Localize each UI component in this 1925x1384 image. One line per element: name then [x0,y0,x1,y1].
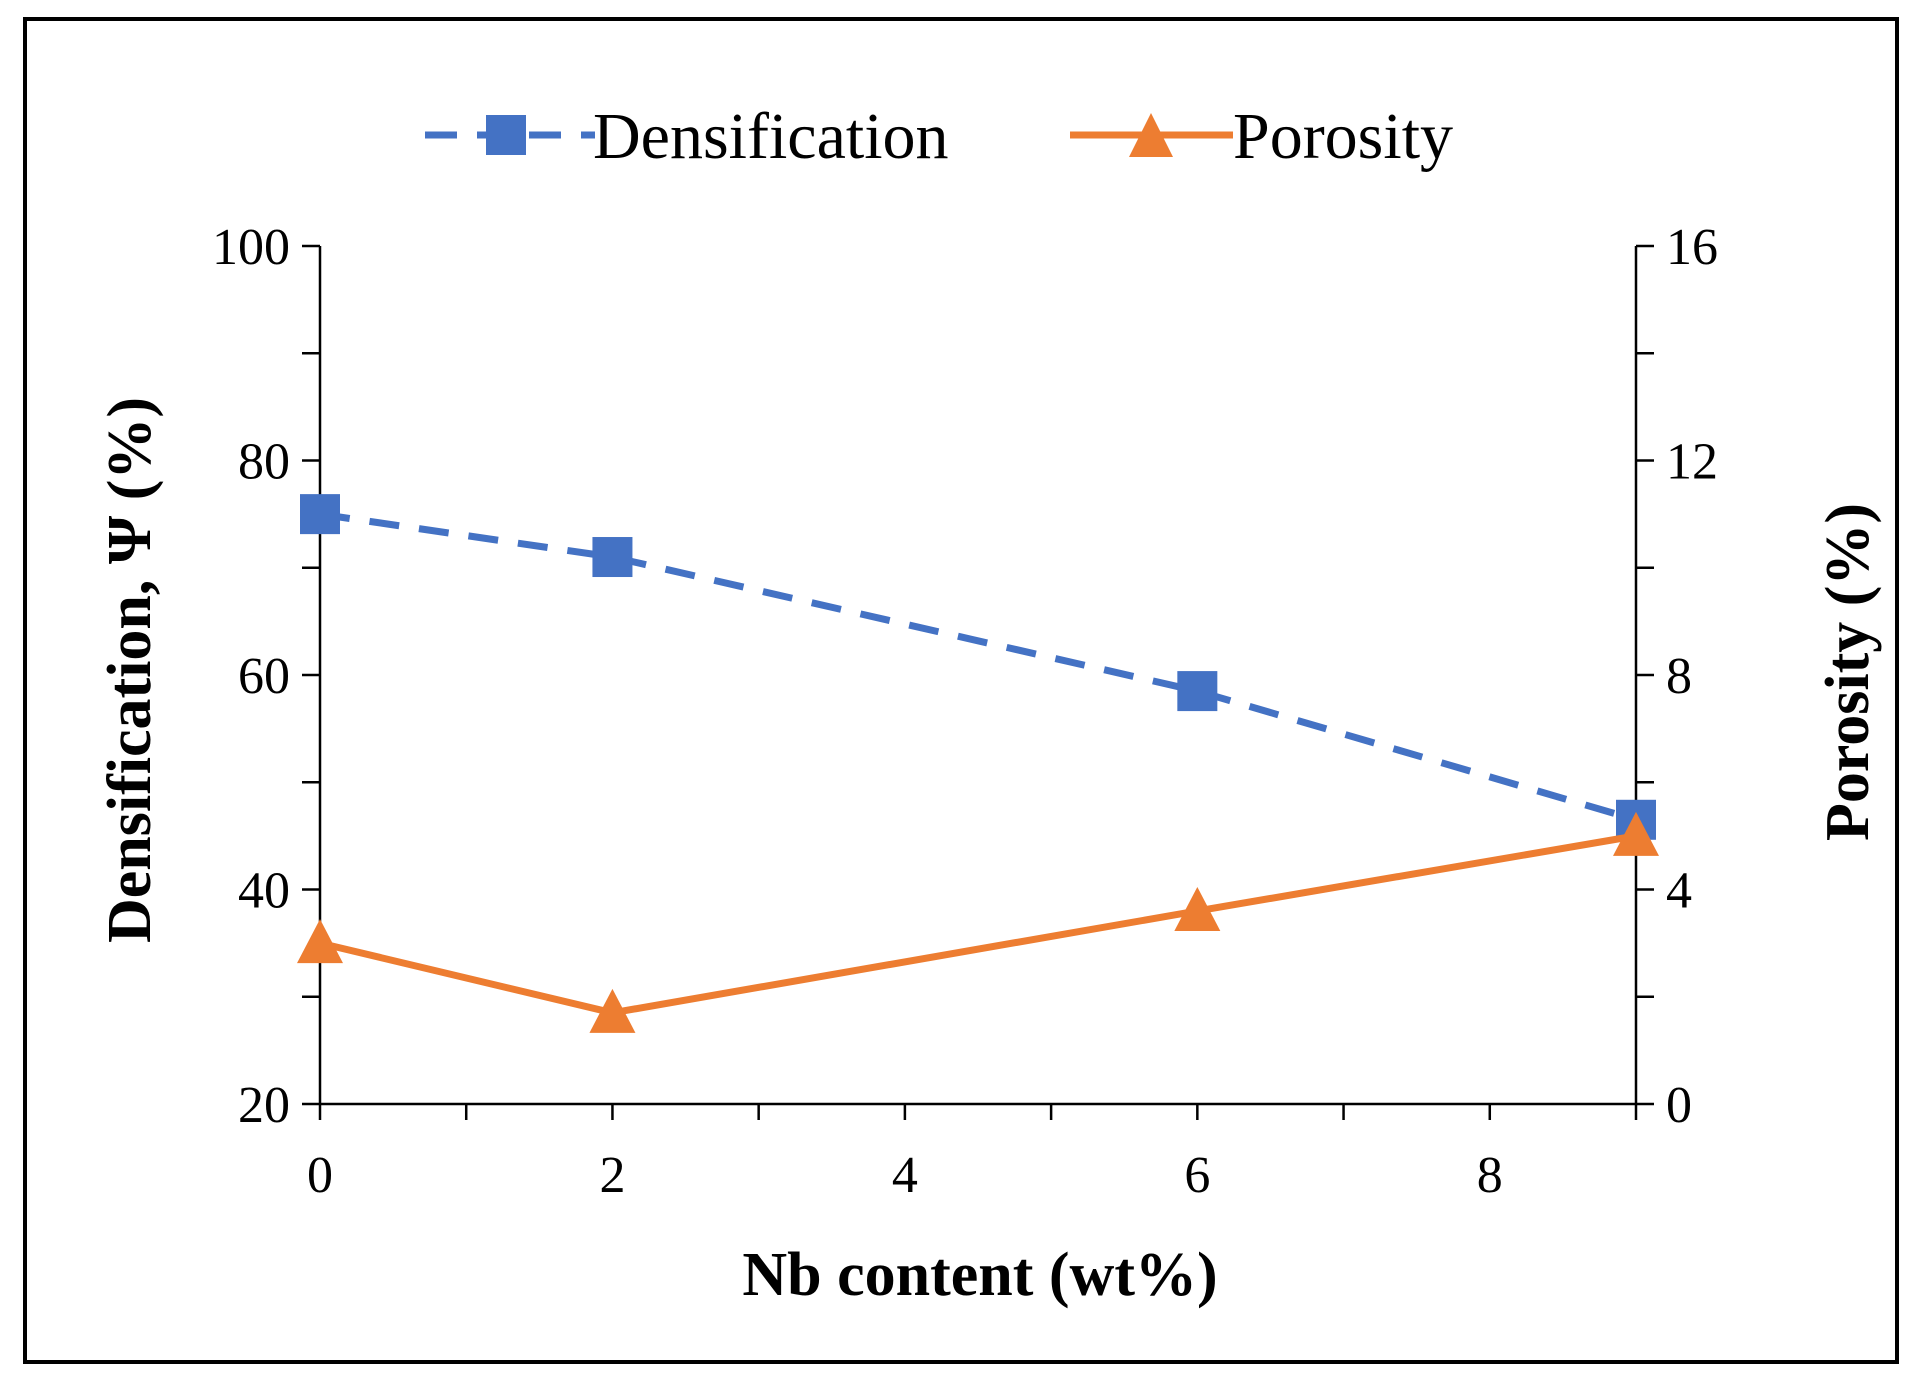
y2-tick-label: 16 [1666,219,1718,276]
data-point-porosity [297,919,343,964]
axes: 20 40 60 80 100 0 4 8 12 16 0 2 4 6 8 [212,219,1718,1204]
series-line-densification [319,510,1637,824]
y-axis-title: Densification, Ψ (%) [96,397,164,943]
chart-frame [23,17,1899,1364]
y2-tick-label: 0 [1666,1077,1692,1134]
legend: Densification Porosity [425,100,1453,173]
x-tick-label: 0 [307,1147,333,1204]
legend-densification-label: Densification [593,100,949,173]
legend-porosity-label: Porosity [1233,100,1453,173]
y-tick-label: 20 [238,1077,290,1134]
data-point-porosity [589,988,636,1033]
legend-densification-marker [486,115,526,155]
x-tick-label: 2 [599,1147,625,1204]
data-point-densification [592,537,633,578]
x-tick-label: 6 [1184,1147,1210,1204]
y-tick-label: 80 [238,434,290,491]
y-tick-label: 60 [238,648,290,705]
y2-tick-label: 12 [1666,434,1718,491]
data-point-densification [1177,671,1218,712]
x-tick-label: 4 [892,1147,918,1204]
y-tick-label: 100 [212,219,290,276]
data-point-densification [300,494,340,535]
legend-porosity-marker [1129,113,1173,157]
x-tick-label: 8 [1477,1147,1503,1204]
x-axis-title: Nb content (wt%) [742,1241,1217,1309]
y-tick-label: 40 [238,863,290,920]
data-point-porosity [1613,811,1659,856]
y2-tick-label: 8 [1666,648,1692,705]
y2-axis-title: Porosity (%) [1814,503,1882,841]
series-line-porosity [319,832,1637,1017]
data-point-porosity [1174,886,1221,931]
plot-area [297,494,1659,1033]
y2-tick-label: 4 [1666,863,1692,920]
